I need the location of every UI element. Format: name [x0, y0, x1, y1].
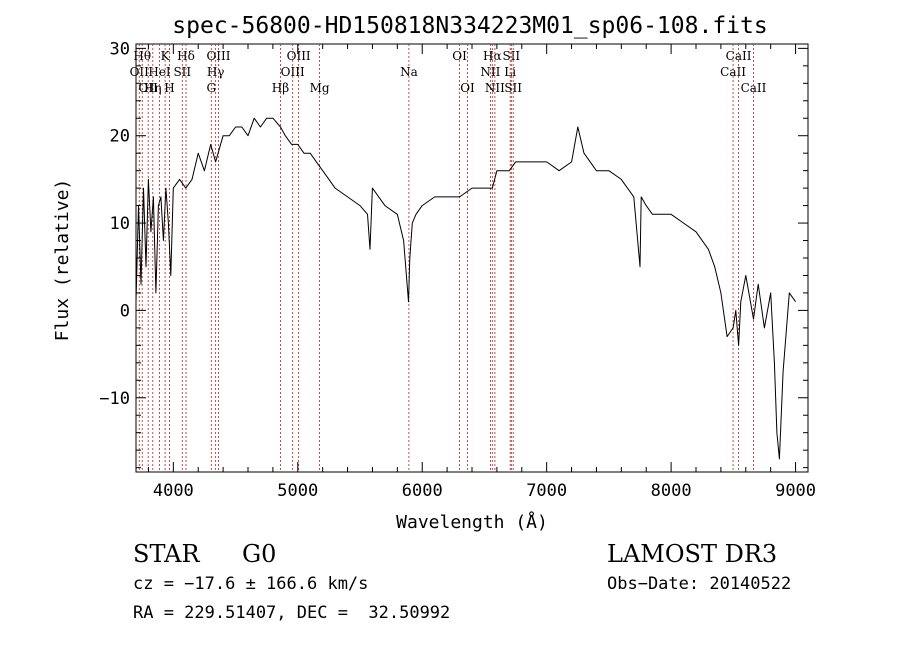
line-marker-label-21: NII — [485, 81, 505, 95]
line-marker-label-10: Hγ — [207, 65, 225, 79]
spectrum-chart: spec-56800-HD150818N334223M01_sp06-108.f… — [52, 13, 816, 533]
line-marker-label-5: K — [161, 49, 171, 63]
object-class: STAR — [133, 540, 200, 568]
line-marker-label-4: HeI — [148, 65, 171, 79]
y-tick-label: 0 — [120, 301, 130, 321]
x-tick-label: 6000 — [402, 481, 443, 501]
line-marker-label-24: SII — [504, 81, 522, 95]
line-marker-label-18: OI — [460, 81, 475, 95]
line-marker-label-25: CaII — [720, 65, 746, 79]
line-marker-label-7: SII — [173, 65, 191, 79]
line-markers: OIIHθOIIHηHeIKHSIIHδGHγOIIIHβOIIIOIIIMgN… — [130, 44, 767, 472]
line-marker-label-11: OIII — [206, 49, 230, 63]
line-marker-label-23: SII — [502, 49, 520, 63]
x-axis-label: Wavelength (Å) — [396, 511, 548, 533]
line-marker-label-9: G — [206, 81, 216, 95]
y-tick-label: 20 — [110, 127, 130, 147]
object-subclass: G0 — [242, 540, 277, 568]
chart-title: spec-56800-HD150818N334223M01_sp06-108.f… — [172, 13, 767, 39]
plot-frame — [135, 43, 809, 473]
line-marker-label-2: OII — [139, 81, 159, 95]
x-tick-label: 5000 — [277, 481, 318, 501]
line-marker-label-22: Li — [504, 65, 516, 79]
line-marker-label-3: Hη — [144, 81, 162, 95]
line-marker-label-19: NII — [480, 65, 500, 79]
line-marker-label-17: OI — [452, 49, 467, 63]
line-marker-label-8: Hδ — [177, 49, 195, 63]
y-tick-label: −10 — [99, 389, 130, 409]
line-marker-label-20: Hα — [483, 49, 502, 63]
x-axis: 4000 5000 6000 7000 8000 9000 — [147, 44, 816, 501]
x-tick-label: 8000 — [651, 481, 692, 501]
x-tick-label: 9000 — [775, 481, 816, 501]
line-marker-label-16: Na — [400, 65, 418, 79]
line-marker-label-26: CaII — [726, 49, 752, 63]
line-marker-label-15: Mg — [310, 81, 330, 95]
x-tick-label: 4000 — [153, 481, 194, 501]
line-marker-label-1: Hθ — [133, 49, 151, 63]
y-axis-label: Flux (relative) — [52, 179, 73, 342]
survey-name: LAMOST DR3 — [607, 540, 778, 568]
line-marker-label-6: H — [164, 81, 174, 95]
line-marker-label-27: CaII — [741, 81, 767, 95]
line-marker-label-14: OIII — [287, 49, 311, 63]
coordinates: RA = 229.51407, DEC = 32.50992 — [133, 603, 451, 623]
line-marker-label-12: Hβ — [272, 81, 289, 95]
y-tick-label: 10 — [110, 214, 130, 234]
spectrum-series — [135, 117, 797, 460]
spectrum-line — [135, 117, 797, 460]
observation-date: Obs−Date: 20140522 — [607, 574, 792, 594]
line-marker-label-13: OIII — [281, 65, 305, 79]
y-tick-label: 30 — [110, 39, 130, 59]
x-tick-label: 7000 — [526, 481, 567, 501]
redshift-velocity: cz = −17.6 ± 166.6 km/s — [133, 574, 369, 594]
line-marker-label-0: OII — [130, 65, 150, 79]
y-axis: −10 0 10 20 30 — [99, 39, 808, 469]
